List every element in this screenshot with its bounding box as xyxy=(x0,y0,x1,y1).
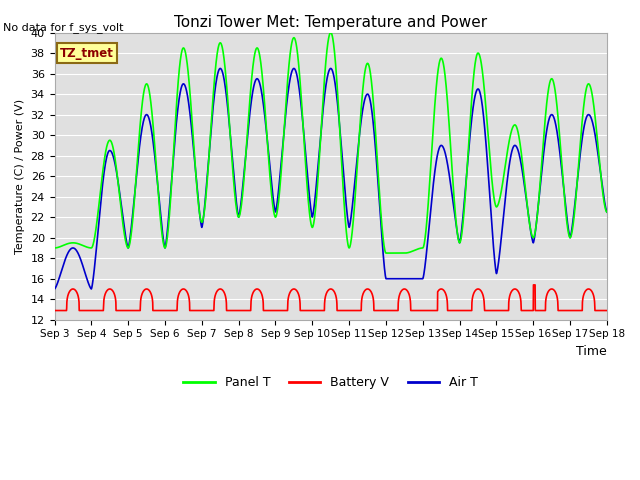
Legend: Panel T, Battery V, Air T: Panel T, Battery V, Air T xyxy=(179,371,483,394)
Text: No data for f_sys_volt: No data for f_sys_volt xyxy=(3,22,124,33)
Text: TZ_tmet: TZ_tmet xyxy=(60,47,114,60)
X-axis label: Time: Time xyxy=(576,345,607,358)
Y-axis label: Temperature (C) / Power (V): Temperature (C) / Power (V) xyxy=(15,98,25,254)
Title: Tonzi Tower Met: Temperature and Power: Tonzi Tower Met: Temperature and Power xyxy=(174,15,487,30)
